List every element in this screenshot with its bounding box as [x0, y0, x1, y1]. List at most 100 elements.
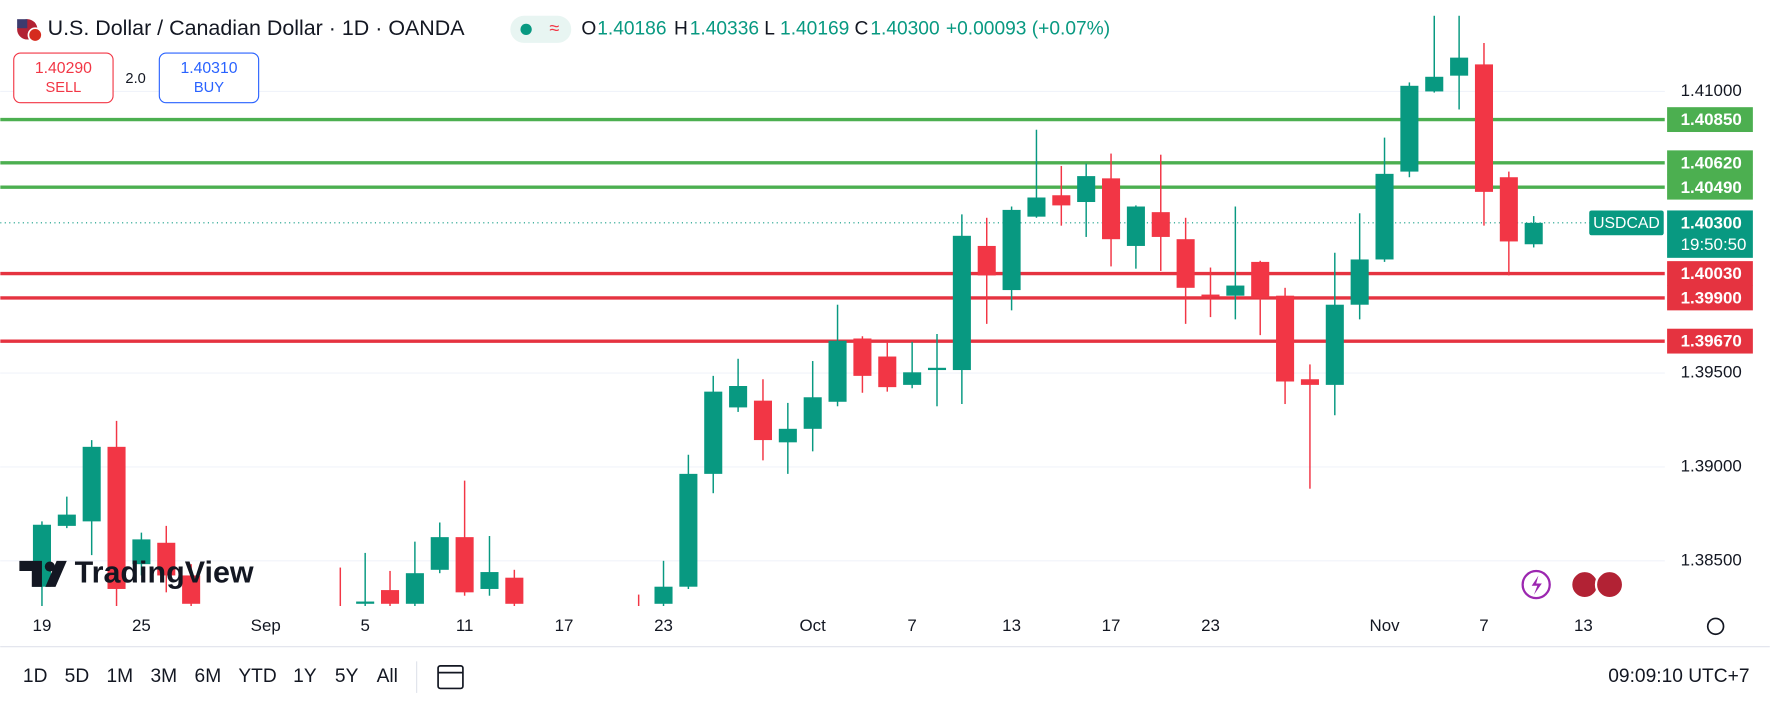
candle-body [753, 400, 772, 441]
candle-body [927, 367, 947, 371]
ohlc-key: C [855, 18, 869, 39]
ohlc-value: 1.40186 [597, 18, 666, 39]
x-tick-label: Nov [1369, 616, 1400, 635]
candle-body [505, 577, 524, 604]
x-tick-label: 11 [456, 616, 474, 635]
level-label-box [1667, 150, 1753, 176]
calendar-icon[interactable] [437, 665, 464, 690]
candle-body [1474, 64, 1494, 192]
candle-body [803, 397, 822, 429]
x-tick-label: 19 [33, 616, 52, 635]
candle-body [1102, 178, 1121, 240]
candle-body [1201, 294, 1220, 297]
x-tick-label: 23 [654, 616, 673, 635]
range-button[interactable]: All [377, 666, 398, 687]
level-label-box [1667, 285, 1753, 311]
logo-dot [44, 561, 55, 572]
candle-body [729, 386, 748, 408]
symbol-label-box [1589, 210, 1664, 236]
x-tick-label: 5 [360, 616, 369, 635]
buy-button[interactable] [158, 52, 260, 104]
market-open-dot [520, 23, 532, 35]
candle-body [107, 446, 126, 589]
x-tick-label: 7 [1479, 616, 1488, 635]
candle-body [405, 573, 424, 604]
candle-body [1052, 195, 1071, 206]
range-toolbar: 1D 5D 1M 3M 6M YTD 1Y 5Y All [23, 666, 398, 687]
candle-body [430, 537, 449, 570]
candle-body [1375, 173, 1394, 260]
candle-body [1450, 57, 1469, 76]
economic-event-icon[interactable] [1570, 569, 1600, 600]
ohlc-key: L [764, 18, 775, 39]
x-tick-label: 13 [1574, 616, 1593, 635]
range-button[interactable]: 1D [23, 666, 48, 687]
candle-body [1499, 177, 1518, 242]
candle-body [57, 514, 76, 526]
flag-icon-2 [27, 27, 43, 43]
range-button[interactable]: 3M [151, 666, 178, 687]
candle-body [654, 586, 673, 604]
countdown: 19:50:50 [1681, 235, 1747, 254]
candle-body [182, 575, 201, 604]
economic-event-icon[interactable] [1594, 569, 1625, 600]
y-tick-label: 1.39000 [1681, 456, 1742, 475]
range-button[interactable]: 5Y [335, 666, 359, 687]
x-tick-label: 7 [907, 616, 916, 635]
candle-body [1425, 76, 1444, 92]
settings-icon[interactable] [1706, 617, 1725, 636]
level-label: 1.40030 [1681, 264, 1742, 283]
level-label-box [1667, 261, 1753, 286]
date-range-icon[interactable] [437, 665, 464, 690]
level-label-box [1667, 107, 1753, 133]
range-button[interactable]: 5D [65, 666, 90, 687]
sell-button[interactable] [13, 52, 114, 104]
data-delay-icon: ≈ [549, 18, 559, 38]
axes: 1.38500 1.39000 1.39500 1.41000 19 25 Sep 5 11 17… [33, 81, 1753, 635]
candle-body [952, 235, 971, 371]
x-tick-label: Oct [800, 616, 827, 635]
candle-body [1002, 209, 1021, 291]
status-badge [510, 15, 572, 43]
candle-body [1300, 379, 1319, 385]
candle-body [1350, 259, 1369, 305]
candle-body [778, 428, 797, 443]
ohlc-value: 1.40300 [870, 18, 939, 39]
y-tick-label: 1.41000 [1681, 81, 1742, 100]
ohlc-key: H [674, 18, 688, 39]
last-price-box [1667, 210, 1753, 258]
range-button[interactable]: YTD [238, 666, 276, 687]
candle-body [132, 539, 151, 565]
level-label-box [1667, 328, 1753, 354]
level-label: 1.40490 [1681, 178, 1742, 197]
x-tick-label: 13 [1002, 616, 1021, 635]
x-tick-label: 25 [132, 616, 151, 635]
candle-body [1126, 206, 1145, 246]
y-tick-label: 1.39500 [1681, 363, 1742, 382]
candle-body [1027, 197, 1046, 217]
symbol-label: USDCAD [1593, 215, 1660, 232]
candle-body [157, 542, 176, 576]
trade-buttons: 1.40290 SELL 2.0 1.40310 BUY [13, 52, 260, 104]
candle-body [1276, 295, 1295, 382]
range-button[interactable]: 1M [107, 666, 134, 687]
candle-body [853, 338, 872, 376]
candle-body [679, 473, 698, 587]
level-label-box [1667, 174, 1753, 200]
range-button[interactable]: 6M [195, 666, 222, 687]
candle-body [903, 372, 922, 385]
candle-body [82, 446, 101, 522]
level-label: 1.40620 [1681, 153, 1742, 172]
last-price-label: 1.40300 [1681, 213, 1742, 232]
event-bolt [1531, 575, 1542, 595]
ohlc-key: O [581, 18, 596, 39]
level-label: 1.39900 [1681, 289, 1742, 308]
buy-label: BUY [194, 80, 224, 96]
candle-body [480, 572, 499, 589]
range-button[interactable]: 1Y [293, 666, 317, 687]
candle-body [1077, 176, 1096, 203]
candle-body [1400, 85, 1419, 172]
